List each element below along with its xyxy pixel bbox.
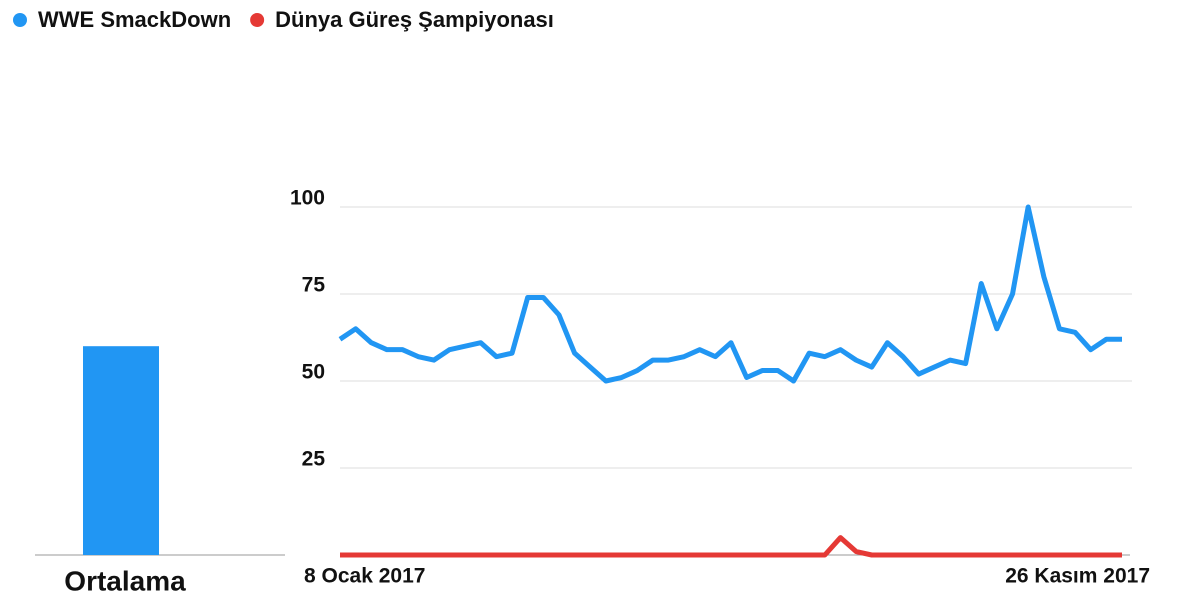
y-tick-label: 100 bbox=[290, 187, 325, 210]
line-series bbox=[338, 204, 1122, 384]
legend-marker bbox=[13, 13, 27, 27]
average-bar bbox=[83, 346, 159, 555]
line-series bbox=[340, 535, 1122, 558]
legend-label: WWE SmackDown bbox=[38, 7, 231, 32]
y-tick-label: 25 bbox=[302, 448, 326, 471]
x-tick-label: 8 Ocak 2017 bbox=[304, 565, 425, 588]
y-tick-label: 50 bbox=[302, 361, 325, 384]
legend-marker bbox=[250, 13, 265, 27]
x-tick-label: 26 Kasım 2017 bbox=[1005, 565, 1150, 588]
y-tick-label: 75 bbox=[302, 274, 326, 297]
legend-label: Dünya Güreş Şampiyonası bbox=[275, 7, 554, 32]
bar-category-label: Ortalama bbox=[64, 565, 186, 596]
